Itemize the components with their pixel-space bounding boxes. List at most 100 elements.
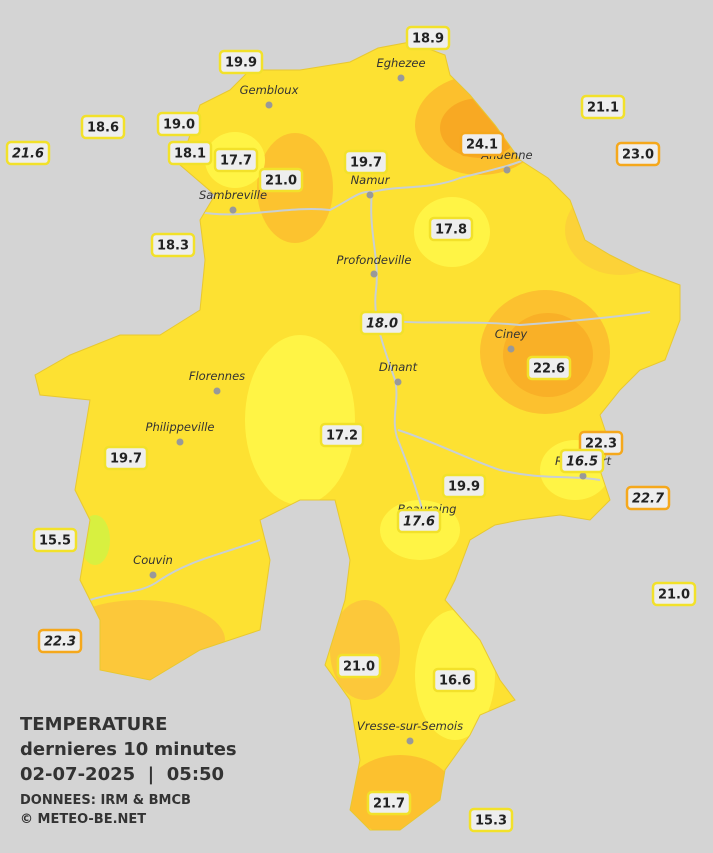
station-box — [615, 141, 661, 167]
station-box — [343, 149, 389, 175]
station: 19.7 — [343, 149, 389, 175]
station: 17.8 — [428, 216, 474, 242]
town-dot — [397, 74, 405, 82]
town-dot — [176, 438, 184, 446]
river — [370, 191, 426, 521]
station: 19.0 — [156, 111, 202, 137]
station: 19.7 — [103, 445, 149, 471]
town-dot — [366, 191, 374, 199]
station: 17.7 — [213, 147, 259, 173]
town-label: Ciney — [495, 327, 528, 341]
town-dot — [394, 378, 402, 386]
station-box — [167, 140, 213, 166]
station-value: 18.0 — [366, 317, 398, 332]
town-label: Florennes — [189, 369, 245, 383]
station-box — [468, 807, 514, 833]
station-value: 15.3 — [475, 814, 507, 829]
station-value: 18.3 — [157, 239, 189, 254]
station-box — [441, 473, 487, 499]
legend-title: TEMPERATURE — [20, 714, 167, 735]
town-label: Gembloux — [240, 83, 299, 97]
station-box — [580, 94, 626, 120]
station-value: 22.3 — [585, 437, 617, 452]
station-value: 15.5 — [39, 534, 71, 549]
station-value: 21.6 — [12, 147, 44, 162]
station-box — [32, 527, 78, 553]
station: 17.2 — [319, 422, 365, 448]
legend-subtitle: dernieres 10 minutes — [20, 739, 237, 760]
station-box — [319, 422, 365, 448]
station-box — [37, 628, 83, 654]
station-box — [459, 131, 505, 157]
station: 18.1 — [167, 140, 213, 166]
cool-zone — [245, 335, 355, 505]
station: 16.6 — [432, 667, 478, 693]
town-dot — [579, 472, 587, 480]
station-value: 17.7 — [220, 154, 252, 169]
station-box — [213, 147, 259, 173]
station-value: 18.9 — [412, 32, 444, 47]
station-box — [103, 445, 149, 471]
station-value: 19.9 — [448, 480, 480, 495]
town-dot — [503, 166, 511, 174]
town-label: Eghezee — [376, 56, 425, 70]
station: 22.6 — [526, 355, 572, 381]
town-dot — [370, 270, 378, 278]
river — [89, 539, 261, 601]
river — [397, 429, 601, 481]
station-box — [432, 667, 478, 693]
station: 24.1 — [459, 131, 505, 157]
station: 15.5 — [32, 527, 78, 553]
station: 15.3 — [468, 807, 514, 833]
station: 21.0 — [651, 581, 697, 607]
station-box — [526, 355, 572, 381]
station-value: 17.6 — [403, 515, 435, 530]
stations: 18.9 19.9 21.1 18.6 19.0 21.6 24.1 23.0 18.1 17.7… — [5, 25, 697, 833]
station: 18.0 — [359, 310, 405, 336]
towns: EghezeeGemblouxNamurAndenneSambrevillePr… — [133, 56, 612, 745]
station-box — [156, 111, 202, 137]
station-value: 21.0 — [343, 660, 375, 675]
station-box — [5, 140, 51, 166]
station-value: 22.3 — [44, 635, 76, 650]
station-box — [359, 310, 405, 336]
station: 18.3 — [150, 232, 196, 258]
station-value: 22.6 — [533, 362, 565, 377]
station: 21.6 — [5, 140, 51, 166]
station-box — [258, 167, 304, 193]
cool-zone — [80, 515, 110, 565]
station-box — [428, 216, 474, 242]
legend-copyright: © METEO-BE.NET — [20, 812, 146, 827]
station: 23.0 — [615, 141, 661, 167]
station-box — [396, 508, 442, 534]
town-label: Profondeville — [337, 253, 412, 267]
station-box — [80, 114, 126, 140]
station-value: 23.0 — [622, 148, 654, 163]
town-label: Sambreville — [199, 188, 267, 202]
station: 21.0 — [258, 167, 304, 193]
station: 17.6 — [396, 508, 442, 534]
station-value: 19.7 — [350, 156, 382, 171]
station-value: 21.1 — [587, 101, 619, 116]
station: 21.7 — [366, 790, 412, 816]
station-value: 16.5 — [566, 455, 598, 470]
town-label: Dinant — [379, 360, 418, 374]
town-label: Namur — [351, 173, 391, 187]
town-dot — [213, 387, 221, 395]
station-value: 21.7 — [373, 797, 405, 812]
town-dot — [229, 206, 237, 214]
station: 21.0 — [336, 653, 382, 679]
station-value: 19.7 — [110, 452, 142, 467]
station-box — [405, 25, 451, 51]
station: 21.1 — [580, 94, 626, 120]
town-label: Philippeville — [146, 420, 215, 434]
station-value: 16.6 — [439, 674, 471, 689]
province-border — [34, 41, 681, 831]
station-value: 22.7 — [632, 492, 665, 507]
station-value: 24.1 — [466, 138, 498, 153]
station-value: 21.0 — [658, 588, 690, 603]
station-box — [150, 232, 196, 258]
town-label: Vresse-sur-Semois — [357, 719, 463, 733]
station: 19.9 — [441, 473, 487, 499]
